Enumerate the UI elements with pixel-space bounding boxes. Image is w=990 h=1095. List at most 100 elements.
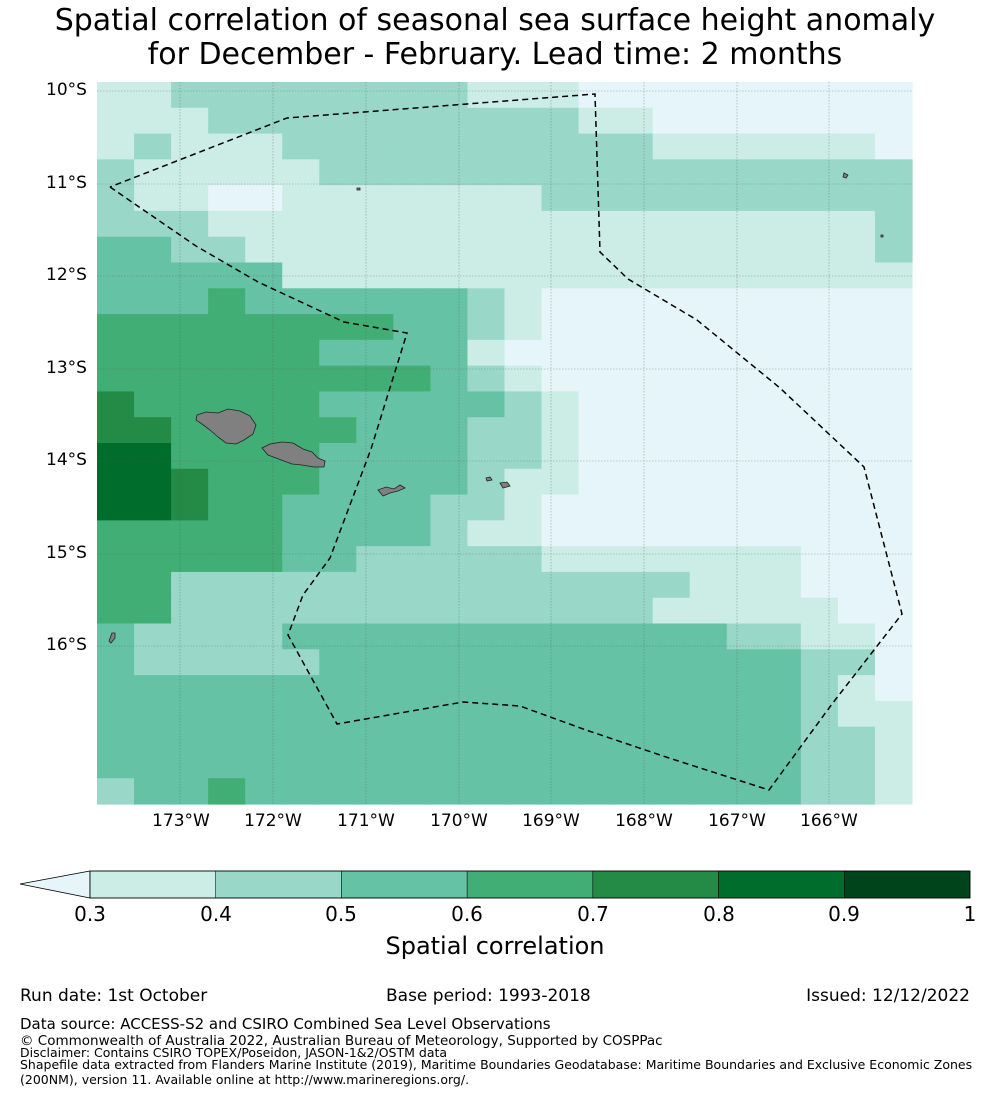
grid-cell	[467, 185, 506, 212]
grid-cell	[245, 700, 283, 728]
grid-cell	[874, 133, 913, 160]
grid-cell	[726, 339, 765, 367]
grid-cell	[245, 107, 283, 135]
grid-cell	[689, 159, 728, 186]
grid-cell	[689, 649, 728, 676]
grid-cell	[467, 391, 506, 418]
disclaimer: Disclaimer: Contains CSIRO TOPEX/Poseido…	[20, 1045, 448, 1060]
grid-cell	[356, 262, 394, 289]
grid-cell	[800, 700, 839, 728]
grid-cell	[208, 726, 246, 754]
grid-cell	[578, 288, 617, 315]
grid-cell	[171, 597, 209, 625]
grid-cell	[393, 210, 432, 238]
grid-cell	[763, 623, 802, 650]
grid-cell	[541, 726, 580, 754]
grid-cell	[837, 159, 876, 186]
grid-cell	[578, 107, 617, 135]
colorbar-segment	[215, 870, 342, 899]
grid-cell	[467, 159, 506, 186]
grid-cell	[800, 236, 839, 264]
grid-cell	[578, 726, 617, 754]
grid-cell	[874, 236, 913, 264]
savaii-island	[195, 408, 257, 445]
grid-cell	[837, 133, 876, 160]
grid-cell	[578, 443, 617, 470]
grid-cell	[504, 262, 543, 289]
lon-label: 172°W	[244, 811, 302, 831]
grid-cell	[541, 494, 580, 521]
grid-cell	[689, 365, 728, 393]
grid-cell	[319, 623, 357, 650]
grid-cell	[319, 571, 357, 599]
grid-cell	[578, 391, 617, 418]
grid-cell	[541, 133, 580, 160]
grid-cell	[837, 236, 876, 264]
grid-cell	[319, 417, 357, 444]
grid-cell	[393, 726, 432, 754]
grid-cell	[467, 778, 506, 805]
grid-cell	[800, 365, 839, 393]
colorbar	[19, 870, 971, 899]
grid-cell	[578, 546, 617, 573]
grid-cell	[800, 571, 839, 599]
grid-cell	[615, 107, 654, 135]
grid-cell	[763, 649, 802, 676]
grid-cell	[245, 339, 283, 367]
grid-cell	[282, 778, 320, 805]
grid-cell	[763, 752, 802, 779]
grid-cell	[97, 107, 135, 135]
grid-cell	[689, 288, 728, 315]
grid-cell	[356, 520, 394, 547]
grid-cell	[689, 133, 728, 160]
grid-cell	[356, 339, 394, 367]
grid-cell	[578, 210, 617, 238]
grid-cell	[356, 546, 394, 573]
grid-cell	[356, 649, 394, 676]
grid-cell	[837, 417, 876, 444]
grid-cell	[356, 82, 394, 109]
grid-cell	[245, 288, 283, 315]
grid-cell	[430, 546, 469, 573]
grid-cell	[726, 700, 765, 728]
grid-cell	[208, 571, 246, 599]
grid-cell	[319, 494, 357, 521]
grid-cell	[467, 468, 506, 496]
grid-cell	[615, 649, 654, 676]
grid-cell	[541, 443, 580, 470]
grid-cell	[541, 468, 580, 496]
grid-cell	[652, 262, 691, 289]
grid-cell	[245, 365, 283, 393]
grid-cell	[652, 494, 691, 521]
grid-cell	[726, 417, 765, 444]
grid-cell	[726, 133, 765, 160]
grid-cell	[356, 675, 394, 702]
grid-cell	[541, 210, 580, 238]
grid-cell	[208, 468, 246, 496]
islands	[108, 172, 884, 644]
grid-cell	[467, 494, 506, 521]
grid-cell	[689, 82, 728, 109]
grid-cell	[578, 571, 617, 599]
grid-cell	[504, 107, 543, 135]
grid-cell	[652, 288, 691, 315]
grid-cell	[393, 417, 432, 444]
grid-cell	[245, 391, 283, 418]
grid-cell	[171, 700, 209, 728]
grid-cell	[245, 159, 283, 186]
grid-cell	[393, 494, 432, 521]
grid-cell	[726, 365, 765, 393]
grid-cell	[763, 339, 802, 367]
grid-cell	[652, 314, 691, 341]
grid-cell	[504, 133, 543, 160]
grid-cell	[171, 571, 209, 599]
grid-cell	[837, 649, 876, 676]
grid-cell	[615, 185, 654, 212]
grid-cell	[356, 133, 394, 160]
grid-cell	[393, 314, 432, 341]
grid-cell	[467, 339, 506, 367]
grid-cell	[208, 675, 246, 702]
grid-cell	[689, 571, 728, 599]
grid-cell	[874, 262, 913, 289]
